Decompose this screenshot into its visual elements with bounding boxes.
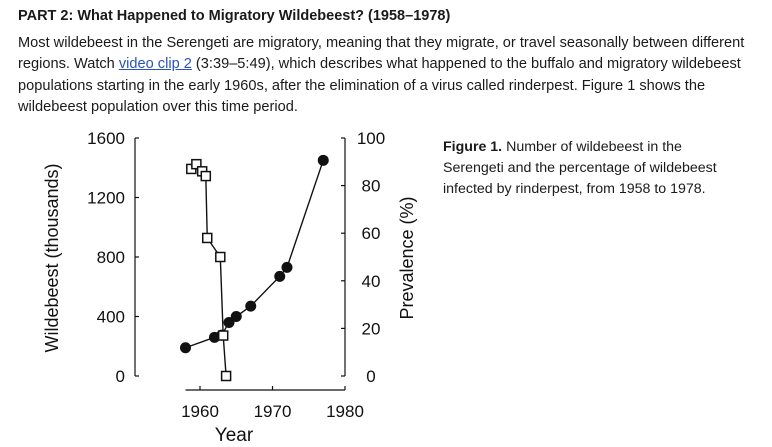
x-axis-tick-label: 1960 [181, 402, 219, 421]
right-axis-tick-label: 40 [362, 272, 381, 291]
x-axis-tick-label: 1980 [326, 402, 364, 421]
population-point [274, 270, 286, 282]
population-point [230, 311, 242, 322]
right-axis-tick-label: 60 [362, 224, 381, 243]
x-axis-title: Year [215, 425, 254, 446]
right-axis-title: Prevalence (%) [397, 196, 417, 319]
intro-paragraph: Most wildebeest in the Serengeti are mig… [18, 33, 758, 118]
intro-text-before-link: Most wildebeest in the Serengeti are mig… [18, 35, 745, 73]
population-point [281, 261, 293, 273]
population-point [180, 342, 191, 354]
right-axis-tick-label: 0 [366, 367, 375, 386]
population-point [223, 316, 235, 328]
prevalence-point [191, 158, 202, 170]
left-axis-title: Wildebeest (thousands) [42, 163, 62, 352]
x-axis-tick-label: 1970 [254, 402, 292, 421]
left-axis-tick-label: 1200 [87, 189, 125, 208]
prevalence-point [220, 370, 232, 382]
figure-caption-label: Figure 1. [443, 139, 503, 155]
figure-caption-text: Number of wildebeest in the Serengeti an… [443, 139, 717, 197]
left-axis-tick-label: 800 [97, 248, 125, 267]
prevalence-point [200, 170, 212, 182]
right-axis-tick-label: 100 [357, 129, 385, 148]
prevalence-point [215, 251, 226, 263]
video-clip-link[interactable]: video clip 2 [118, 56, 192, 73]
right-axis-tick-label: 20 [362, 319, 381, 338]
left-axis-tick-label: 1600 [87, 129, 125, 148]
prevalence-point [202, 232, 213, 244]
intro-text-after-link: (3:39–5:49), which describes what happen… [18, 56, 741, 115]
prevalence-point [217, 330, 229, 341]
right-axis-tick-label: 80 [362, 177, 381, 196]
section-heading: PART 2: What Happened to Migratory Wilde… [18, 8, 451, 24]
figure-caption: Figure 1. Number of wildebeest in the Se… [443, 137, 743, 200]
wildebeest-chart: 0 400 800 1200 1600 0 20 40 60 80 100 1960 1970 1980 Y… [42, 129, 417, 446]
population-point [245, 300, 257, 312]
population-point [317, 154, 329, 166]
left-axis-tick-label: 400 [97, 308, 125, 327]
left-axis-tick-label: 0 [116, 367, 125, 386]
